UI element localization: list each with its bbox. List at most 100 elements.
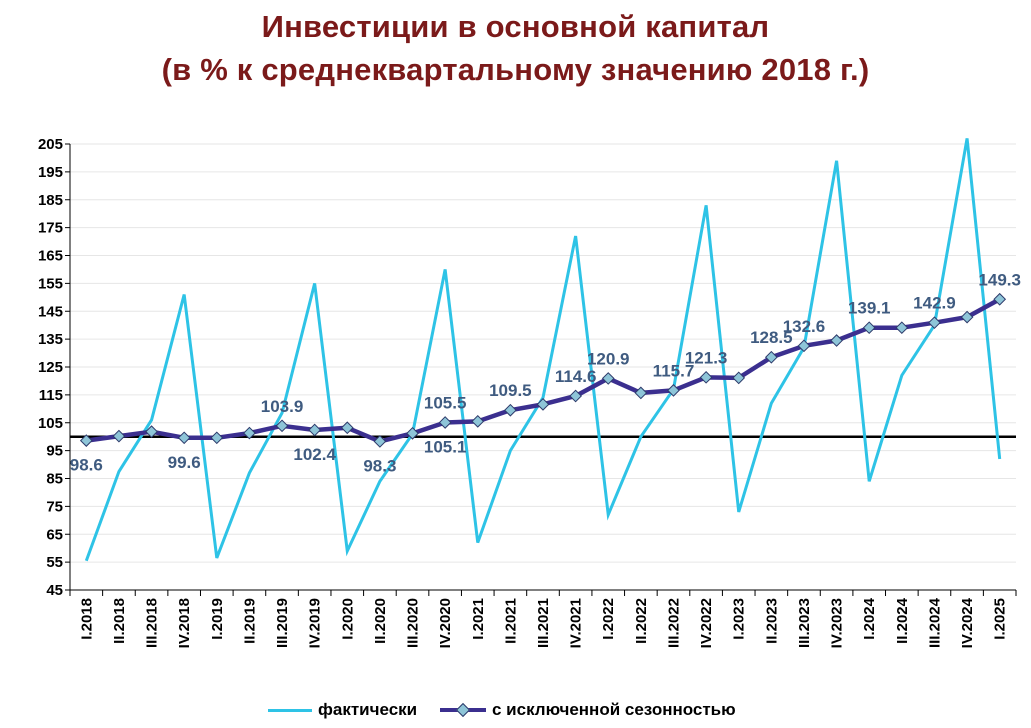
xtick-label-IV.2020: IV.2020	[437, 598, 454, 648]
marker-seasonal-II.2018	[112, 429, 126, 443]
data-label-II.2021: 109.5	[489, 381, 532, 400]
xtick-label-I.2019: I.2019	[209, 598, 226, 640]
ytick-label-195: 195	[38, 164, 63, 181]
marker-seasonal-IV.2024	[960, 310, 974, 324]
data-label-I.2024: 139.1	[848, 299, 891, 318]
data-label-IV.2020: 105.1	[424, 437, 467, 456]
xtick-label-III.2024: III.2024	[926, 597, 943, 648]
ytick-label-95: 95	[46, 443, 63, 460]
data-label-IV.2021: 114.6	[555, 367, 597, 386]
marker-seasonal-I.2023	[732, 371, 746, 385]
data-label-III.2019: 103.9	[261, 397, 304, 416]
legend-label-actual: фактически	[318, 700, 418, 719]
marker-seasonal-IV.2020	[438, 416, 452, 429]
xtick-label-IV.2023: IV.2023	[829, 598, 846, 648]
xtick-label-IV.2021: IV.2021	[568, 598, 585, 648]
marker-seasonal-I.2025	[993, 292, 1007, 306]
marker-seasonal-II.2024	[895, 321, 909, 335]
marker-seasonal-IV.2018	[177, 431, 191, 445]
xtick-label-IV.2024: IV.2024	[959, 597, 976, 648]
data-label-III.2023: 132.6	[783, 317, 826, 336]
ytick-label-75: 75	[46, 498, 63, 515]
data-label-II.2020: 98.3	[363, 456, 396, 475]
ytick-label-205: 205	[38, 136, 63, 153]
marker-seasonal-I.2021	[471, 414, 485, 428]
marker-seasonal-III.2024	[928, 316, 941, 330]
ytick-label-55: 55	[46, 554, 63, 571]
marker-seasonal-II.2023	[764, 350, 778, 364]
xtick-label-II.2024: II.2024	[894, 597, 911, 644]
ytick-label-125: 125	[38, 359, 63, 376]
marker-seasonal-III.2019	[275, 419, 289, 433]
xtick-label-II.2018: II.2018	[111, 598, 128, 644]
marker-seasonal-IV.2023	[830, 334, 843, 347]
marker-seasonal-II.2021	[504, 403, 517, 417]
data-label-IV.2019: 102.4	[293, 445, 336, 464]
series-line-actual	[84, 138, 1002, 562]
chart-area: 45 55 65 75 85 95 105 115 125 135 145 155 165 175 185 1…	[38, 136, 1021, 648]
xtick-label-IV.2022: IV.2022	[698, 598, 715, 648]
ytick-label-45: 45	[46, 582, 63, 599]
xtick-label-III.2018: III.2018	[144, 598, 161, 648]
marker-seasonal-III.2021	[536, 397, 550, 411]
xtick-label-IV.2019: IV.2019	[307, 598, 324, 648]
xtick-label-II.2019: II.2019	[241, 598, 258, 644]
data-label-I.2025: 149.3	[978, 270, 1021, 289]
data-labels: 98.6 99.6 103.9 102.4 98.3 105.5 105.1 109.5 114…	[70, 270, 1021, 475]
xtick-label-I.2025: I.2025	[992, 598, 1009, 640]
ytick-label-155: 155	[38, 275, 63, 292]
ytick-label-165: 165	[38, 248, 63, 265]
xtick-label-II.2023: II.2023	[763, 598, 780, 644]
data-label-II.2023: 128.5	[750, 328, 793, 347]
chart-subtitle: (в % к среднеквартальному значению 2018 …	[161, 52, 870, 87]
xtick-label-III.2019: III.2019	[274, 598, 291, 648]
marker-seasonal-I.2020	[340, 421, 354, 435]
ytick-label-185: 185	[38, 192, 63, 209]
marker-seasonal-III.2023	[797, 339, 811, 353]
legend-label-seasonal: с исключенной сезонностью	[492, 700, 736, 719]
y-axis: 45 55 65 75 85 95 105 115 125 135 145 155 165 175 185 1…	[38, 136, 71, 599]
marker-seasonal-IV.2021	[569, 389, 582, 403]
ytick-label-145: 145	[38, 303, 63, 320]
marker-seasonal-II.2019	[243, 426, 256, 440]
xtick-label-III.2020: III.2020	[405, 598, 422, 648]
data-label-IV.2022: 121.3	[685, 348, 728, 367]
data-label-IV.2018: 99.6	[168, 453, 201, 472]
ytick-label-105: 105	[38, 415, 63, 432]
marker-seasonal-III.2022	[667, 384, 680, 397]
marker-seasonal-IV.2019	[308, 423, 322, 437]
ytick-label-85: 85	[46, 471, 63, 488]
marker-seasonal-II.2020	[373, 435, 387, 448]
xtick-label-II.2020: II.2020	[372, 598, 389, 644]
data-label-III.2022: 115.7	[653, 361, 695, 380]
xtick-label-III.2021: III.2021	[535, 598, 552, 648]
data-label-III.2024: 142.9	[913, 294, 956, 313]
marker-seasonal-II.2022	[634, 386, 648, 400]
xtick-label-II.2021: II.2021	[502, 598, 519, 644]
xtick-label-I.2020: I.2020	[339, 598, 356, 640]
xtick-label-IV.2018: IV.2018	[176, 598, 193, 648]
xtick-label-III.2022: III.2022	[665, 598, 682, 648]
xtick-label-I.2023: I.2023	[731, 598, 748, 640]
ytick-label-135: 135	[38, 331, 63, 348]
marker-seasonal-I.2019	[210, 431, 224, 445]
legend-line-actual	[268, 699, 312, 721]
legend-line-seasonal	[440, 699, 486, 721]
ytick-label-65: 65	[46, 526, 63, 543]
chart-title: Инвестиции в основной капитал	[261, 9, 770, 44]
marker-seasonal-I.2024	[862, 321, 876, 335]
ytick-label-115: 115	[39, 387, 63, 404]
series-group	[79, 138, 1007, 562]
marker-seasonal-I.2022	[601, 372, 615, 385]
data-label-I.2018: 98.6	[70, 456, 103, 475]
data-label-IV.2020: 105.5	[424, 393, 467, 412]
ytick-label-175: 175	[38, 220, 63, 237]
x-axis: I.2018 II.2018 III.2018 IV.2018 I.2019 II.201…	[69, 589, 1017, 648]
data-label-I.2022: 120.9	[587, 349, 630, 368]
xtick-label-III.2023: III.2023	[796, 598, 813, 648]
xtick-label-II.2022: II.2022	[633, 598, 650, 644]
legend-item-actual: фактически	[268, 699, 417, 721]
xtick-label-I.2021: I.2021	[470, 598, 487, 640]
marker-seasonal-III.2018	[145, 425, 158, 439]
legend-item-seasonal: с исключенной сезонностью	[440, 699, 736, 721]
